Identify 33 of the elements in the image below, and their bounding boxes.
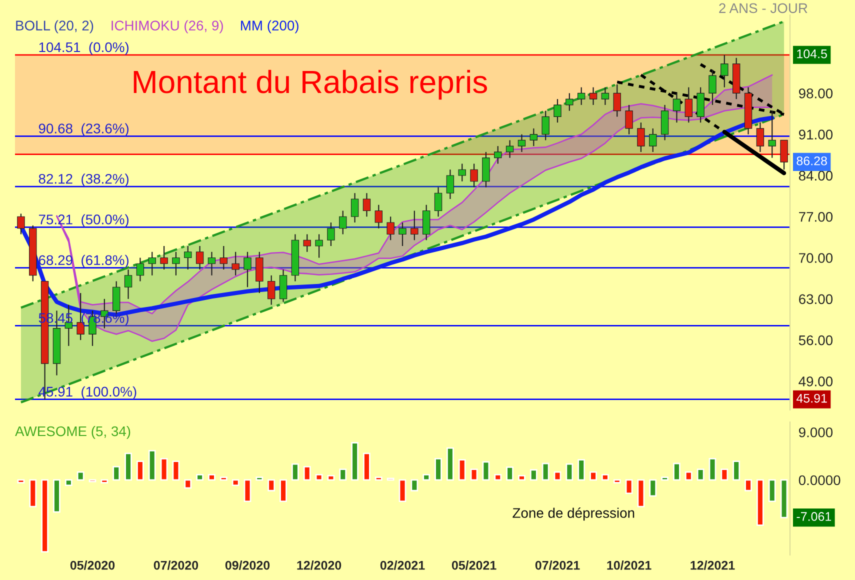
y-tick-label: 70.00 — [799, 253, 833, 263]
x-tick-label: 12/2020 — [297, 560, 342, 570]
y-tick-label: 98.00 — [798, 88, 833, 98]
x-tick-label: 07/2021 — [535, 560, 580, 570]
y-tick-label: 0.0000 — [798, 475, 840, 486]
chart-title: AWESOME (5, 34) — [15, 426, 130, 439]
text: MM (200) — [241, 20, 298, 34]
y-tick-label: 77.00 — [799, 212, 833, 222]
x-tick-label: 02/2021 — [380, 560, 425, 570]
text: ICHIMOKU (26, 9) — [112, 20, 223, 34]
text: 104.5 — [797, 49, 827, 58]
x-tick-label: 10/2021 — [607, 560, 652, 570]
chart-subtitle: 2 ANS - JOUR — [719, 3, 808, 14]
annotation: Zone de dépression — [512, 508, 634, 521]
y-tick-label: 56.00 — [798, 335, 833, 346]
text: -7.061 — [796, 512, 832, 521]
text: 45.91 — [796, 394, 827, 403]
y-tick-label: 9.000 — [798, 427, 833, 438]
y-tick-label: 84.00 — [798, 170, 833, 181]
ref-line-label: 82.12 (38.2%) — [38, 174, 128, 187]
x-tick-label: 05/2021 — [452, 560, 496, 570]
y-tick-label: 63.00 — [799, 294, 833, 304]
ref-line-label: 90.68 (23.6%) — [38, 123, 128, 136]
y-tick-label: 91.00 — [798, 130, 833, 140]
text: 86.28 — [796, 156, 827, 166]
band-label: Montant du Rabais repris — [134, 70, 487, 100]
x-tick-label: 05/2020 — [70, 560, 115, 570]
x-tick-label: 09/2020 — [225, 560, 270, 570]
y-tick-label: 49.00 — [798, 376, 833, 386]
x-tick-label: 12/2021 — [690, 560, 735, 570]
x-tick-label: 07/2020 — [154, 560, 198, 570]
annotation: BOLL (20, 2) — [16, 20, 94, 34]
ref-line-label: 104.51 (0.0%) — [39, 42, 128, 55]
